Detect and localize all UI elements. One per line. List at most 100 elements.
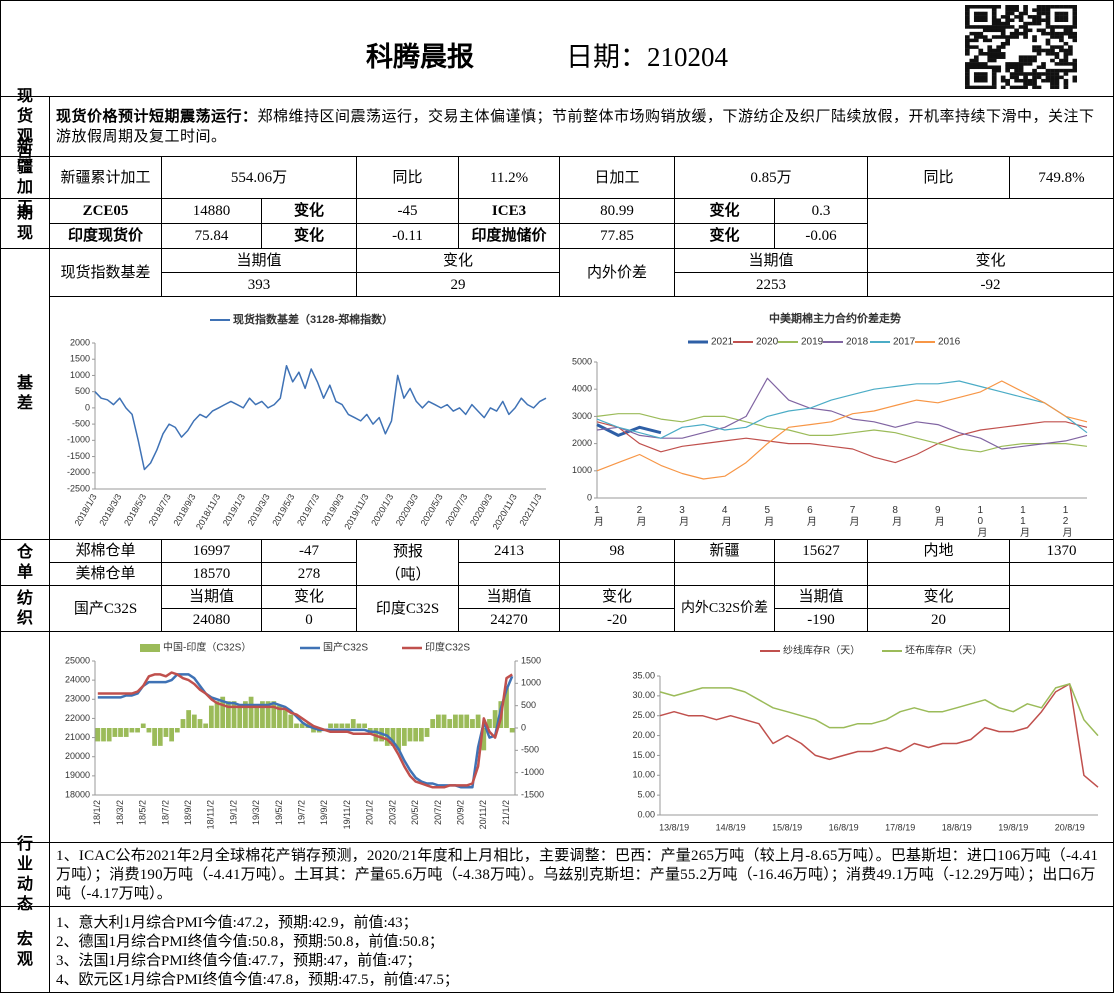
qr-module — [1050, 82, 1055, 86]
qr-module — [1045, 68, 1051, 73]
qr-module — [1014, 75, 1019, 80]
table-cell: ZCE05 — [50, 199, 162, 224]
qr-module — [996, 21, 1002, 26]
qr-module — [1072, 21, 1077, 26]
qr-module — [991, 65, 997, 70]
qr-module — [1059, 31, 1064, 36]
qr-module — [991, 21, 997, 26]
qr-module — [965, 48, 970, 53]
qr-module — [1036, 8, 1042, 12]
qr-module — [1005, 82, 1010, 86]
table-cell — [868, 199, 1114, 249]
qr-module — [1032, 45, 1037, 49]
bar — [203, 723, 209, 728]
table-cell: -92 — [868, 273, 1114, 297]
section-label: 新疆加工 — [0, 139, 50, 216]
qr-module — [965, 15, 970, 19]
x-tick-label: 17/8/19 — [885, 822, 915, 832]
bar — [390, 728, 396, 746]
y-tick-label: 15.00 — [632, 750, 655, 760]
chart: 中美期棉主力合约价差走势 0 1000 2000 3000 4000 5000 1月 2月 3月 4… — [572, 311, 1088, 538]
y2-tick-label: 0 — [521, 722, 526, 732]
qr-module — [965, 65, 970, 70]
qr-module — [1050, 35, 1055, 39]
qr-module — [1041, 48, 1046, 53]
qr-module — [1045, 41, 1051, 46]
qr-module — [978, 11, 984, 16]
qr-module — [1009, 18, 1015, 22]
bar — [492, 710, 498, 728]
qr-module — [1000, 31, 1006, 36]
y-tick-label: 18000 — [65, 789, 90, 799]
table-cell: 变化 — [262, 224, 357, 249]
qr-module — [978, 25, 984, 29]
qr-module — [965, 85, 970, 89]
y-tick-label: 2000 — [572, 438, 592, 448]
qr-module — [982, 15, 988, 19]
x-tick-label: 1月 — [591, 505, 603, 527]
legend-label: 2019 — [801, 337, 824, 348]
table-cell: 当期值 — [459, 586, 560, 609]
bar — [441, 714, 447, 728]
bar — [101, 728, 106, 742]
qr-module — [982, 75, 988, 80]
qr-module — [1050, 28, 1055, 33]
header — [0, 0, 1114, 97]
qr-module — [1059, 48, 1064, 53]
table-cell: ICE3 — [459, 199, 560, 224]
qr-module — [1005, 62, 1010, 66]
qr-module — [1072, 31, 1077, 36]
qr-module — [987, 38, 993, 43]
qr-module — [1027, 15, 1033, 19]
bar — [118, 728, 123, 737]
y-tick-label: 21000 — [65, 732, 90, 742]
qr-module — [1027, 55, 1033, 59]
table-cell: 当期值 — [162, 586, 262, 609]
qr-module — [1014, 35, 1019, 39]
x-tick-label: 7月 — [847, 505, 859, 527]
qr-module — [1036, 85, 1042, 89]
qr-module — [1072, 58, 1077, 63]
table-cell — [459, 563, 560, 586]
chart: 0.00 5.00 10.00 15.00 20.00 25.00 30.00 35.00 13… — [632, 644, 1099, 832]
y-tick-label: 10.00 — [632, 770, 655, 780]
qr-module — [978, 48, 984, 53]
qr-module — [1014, 78, 1019, 83]
table-cell: 29 — [357, 273, 560, 297]
table-cell: （吨） — [385, 566, 431, 583]
qr-module — [978, 52, 984, 56]
macro-news: 1、意大利1月综合PMI今值:47.2，预期:42.9，前值:43； 2、德国1… — [50, 907, 1114, 993]
qr-module — [1059, 62, 1064, 66]
qr-module — [965, 11, 970, 16]
legend-swatch — [140, 644, 160, 652]
qr-module — [969, 62, 975, 66]
qr-module — [1068, 68, 1073, 73]
table-cell: 变化 — [675, 199, 775, 224]
qr-module — [1000, 78, 1006, 83]
qr-module — [969, 85, 975, 89]
qr-module — [1063, 25, 1069, 29]
y-tick-label: 1500 — [70, 354, 90, 364]
qr-module — [1005, 18, 1010, 22]
qr-module — [982, 35, 988, 39]
qr-module — [1063, 48, 1069, 53]
qr-module — [1050, 5, 1055, 9]
x-tick-label: 18/7/2 — [160, 800, 170, 825]
x-tick-label: 11月 — [1017, 505, 1029, 538]
qr-module — [1063, 78, 1069, 83]
qr-module — [1018, 65, 1024, 70]
x-tick-label: 9月 — [932, 505, 944, 527]
qr-module — [1054, 45, 1060, 49]
bar — [447, 719, 453, 728]
qr-module — [1068, 28, 1073, 33]
qr-module — [1000, 35, 1006, 39]
qr-module — [1054, 11, 1060, 16]
qr-module — [982, 25, 988, 29]
qr-module — [1009, 75, 1015, 80]
qr-module — [1063, 55, 1069, 59]
qr-module — [1018, 58, 1024, 63]
bar — [106, 728, 112, 742]
table-cell: 0 — [262, 609, 357, 632]
qr-module — [1032, 58, 1037, 63]
qr-module — [973, 25, 979, 29]
